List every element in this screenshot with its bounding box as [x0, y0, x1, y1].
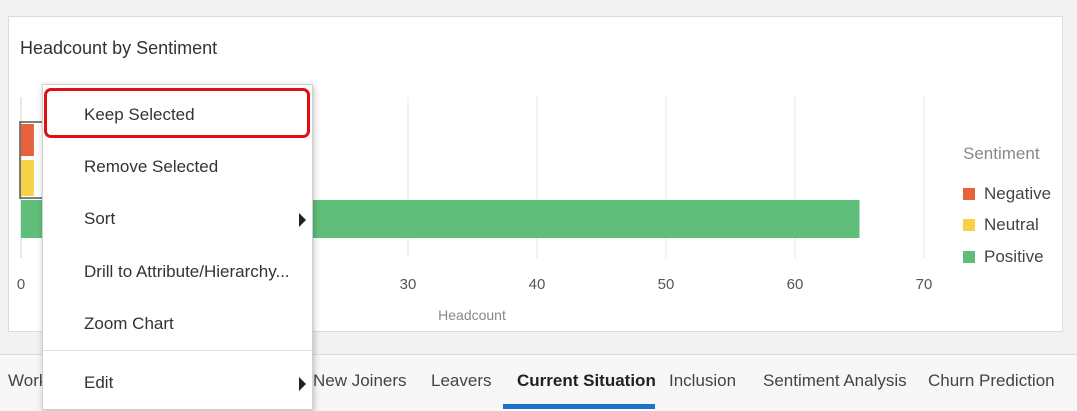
- submenu-arrow-icon: [299, 377, 306, 391]
- tab-sentiment-analysis[interactable]: Sentiment Analysis: [763, 371, 907, 390]
- menu-label-edit: Edit: [84, 373, 114, 392]
- x-tick-label: 70: [916, 276, 933, 293]
- menu-separator: [43, 350, 312, 351]
- tab-new-joiners[interactable]: New Joiners: [313, 371, 407, 390]
- legend-swatch-neutral: [963, 219, 975, 231]
- bar-negative: [21, 124, 34, 156]
- legend-swatch-negative: [963, 188, 975, 200]
- x-axis-label: Headcount: [438, 307, 506, 323]
- x-tick-label: 30: [400, 276, 417, 293]
- tab-work[interactable]: Work: [8, 371, 48, 390]
- legend-swatch-positive: [963, 251, 975, 263]
- active-tab-indicator: [503, 404, 655, 409]
- legend-item-positive[interactable]: Positive: [963, 247, 1044, 267]
- x-tick-label: 0: [17, 276, 25, 293]
- context-menu: Keep Selected Remove Selected Sort Drill…: [42, 84, 313, 410]
- menu-label-keep-selected: Keep Selected: [84, 105, 195, 124]
- x-tick-label: 40: [529, 276, 546, 293]
- chart-title: Headcount by Sentiment: [20, 38, 218, 58]
- legend-title: Sentiment: [963, 144, 1040, 163]
- menu-item-zoom-chart[interactable]: Zoom Chart: [43, 306, 312, 342]
- tab-inclusion[interactable]: Inclusion: [669, 371, 737, 390]
- legend-item-negative[interactable]: Negative: [963, 184, 1051, 204]
- tab-leavers[interactable]: Leavers: [431, 371, 492, 390]
- submenu-arrow-icon: [299, 213, 306, 227]
- menu-item-remove-selected[interactable]: Remove Selected: [43, 149, 312, 185]
- tab-churn-prediction[interactable]: Churn Prediction: [928, 371, 1055, 390]
- legend-label-negative: Negative: [984, 184, 1052, 203]
- x-tick-label: 50: [658, 276, 675, 293]
- bar-neutral: [21, 160, 34, 196]
- menu-item-edit[interactable]: Edit: [43, 365, 312, 401]
- x-tick-label: 60: [787, 276, 804, 293]
- legend-label-positive: Positive: [984, 247, 1044, 266]
- tab-current-situation[interactable]: Current Situation: [517, 371, 656, 390]
- legend-label-neutral: Neutral: [984, 215, 1039, 234]
- menu-item-drill[interactable]: Drill to Attribute/Hierarchy...: [43, 254, 312, 290]
- menu-item-sort[interactable]: Sort: [43, 201, 312, 237]
- menu-label-remove-selected: Remove Selected: [84, 157, 219, 176]
- menu-item-keep-selected[interactable]: Keep Selected: [43, 97, 312, 133]
- legend-item-neutral[interactable]: Neutral: [963, 215, 1039, 235]
- menu-label-zoom-chart: Zoom Chart: [84, 314, 174, 333]
- menu-label-drill: Drill to Attribute/Hierarchy...: [84, 262, 290, 281]
- menu-label-sort: Sort: [84, 209, 116, 228]
